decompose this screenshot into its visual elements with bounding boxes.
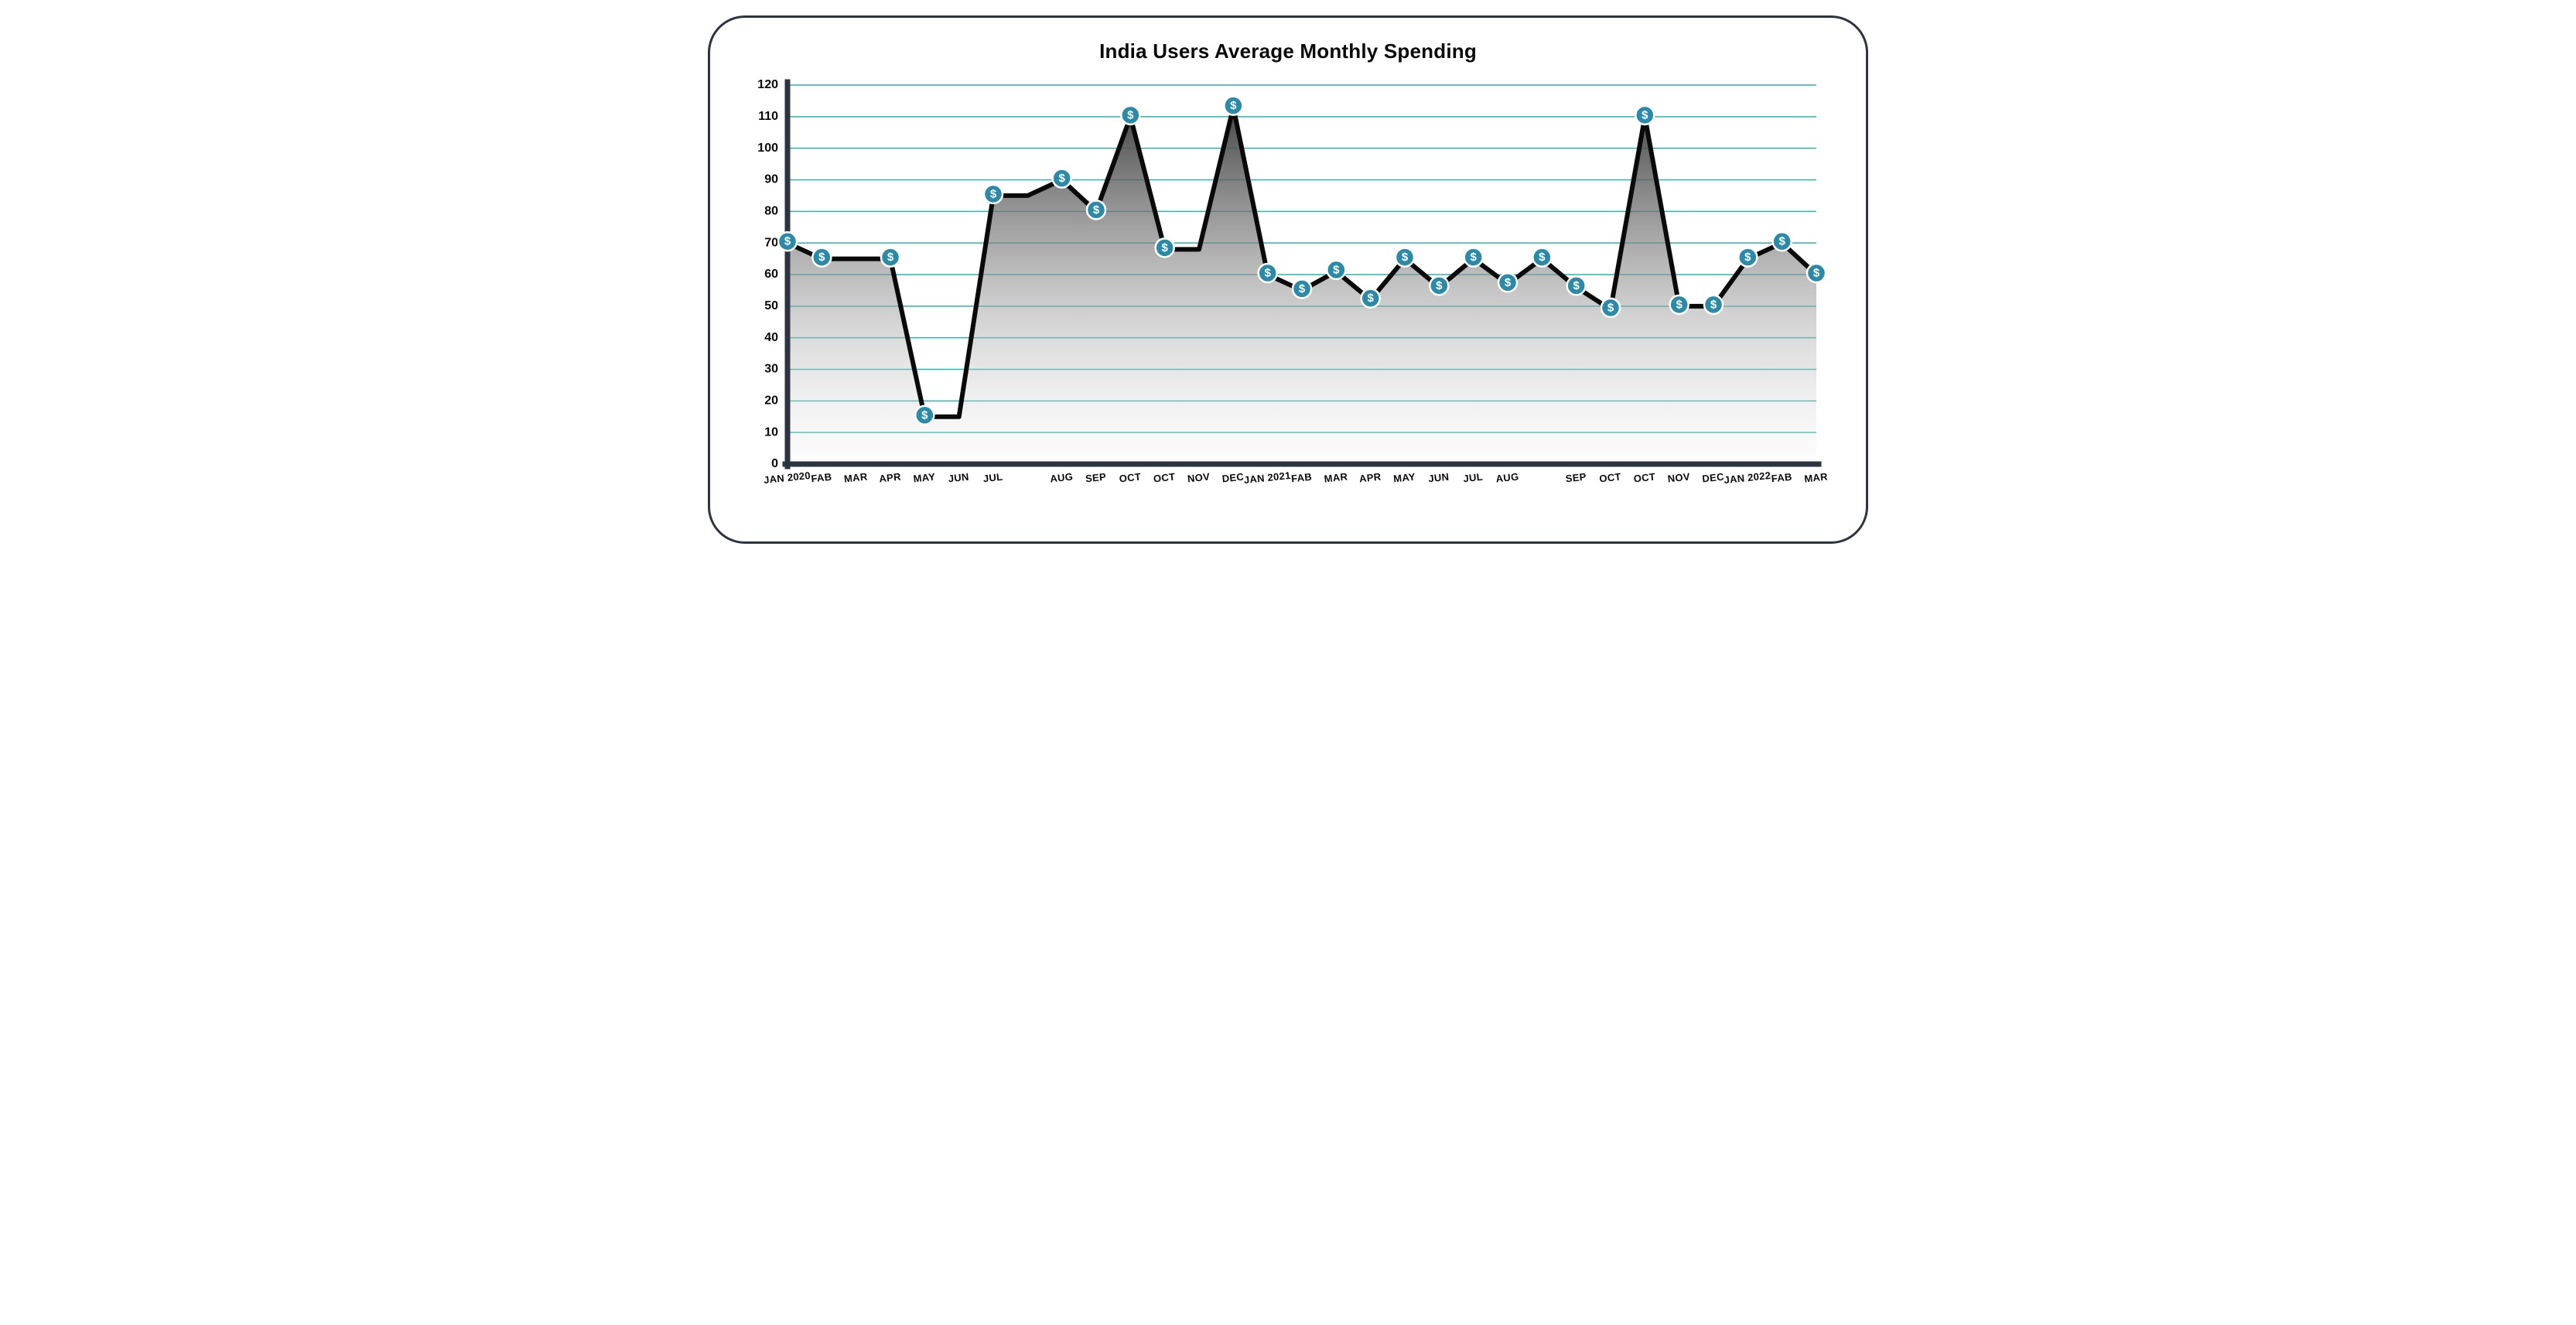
area-line-chart: 0 10 20 30 40 50 60 70 80 90 100 110 120 $ $ $ $ $ $ $ $ $ $ $ $…: [733, 77, 1832, 511]
svg-text:10: 10: [764, 425, 778, 439]
svg-text:50: 50: [764, 299, 778, 312]
svg-text:FAB: FAB: [811, 471, 832, 485]
svg-text:$: $: [1333, 263, 1340, 276]
svg-text:MAR: MAR: [1324, 470, 1348, 484]
svg-text:MAY: MAY: [913, 471, 936, 485]
chart-plot: 0 10 20 30 40 50 60 70 80 90 100 110 120 $ $ $ $ $ $ $ $ $ $ $ $…: [733, 77, 1843, 511]
svg-text:$: $: [1676, 298, 1683, 311]
svg-text:NOV: NOV: [1667, 471, 1691, 485]
svg-text:110: 110: [758, 110, 778, 123]
svg-text:$: $: [1573, 279, 1580, 292]
svg-text:JAN 2022: JAN 2022: [1724, 470, 1771, 486]
svg-text:FAB: FAB: [1290, 471, 1312, 485]
svg-text:60: 60: [764, 268, 778, 281]
svg-text:SEP: SEP: [1565, 471, 1587, 485]
svg-text:80: 80: [764, 205, 778, 218]
svg-text:$: $: [1264, 267, 1271, 280]
svg-text:MAR: MAR: [1804, 470, 1829, 484]
svg-text:OCT: OCT: [1153, 471, 1176, 485]
svg-text:APR: APR: [879, 471, 902, 485]
svg-text:$: $: [1642, 108, 1648, 121]
svg-text:$: $: [1607, 301, 1614, 314]
svg-text:$: $: [1161, 241, 1168, 254]
svg-text:$: $: [887, 251, 894, 264]
svg-text:MAY: MAY: [1393, 471, 1416, 485]
chart-card: India Users Average Monthly Spending 0 10…: [708, 15, 1868, 544]
svg-text:30: 30: [764, 363, 778, 376]
svg-text:$: $: [1710, 298, 1717, 311]
svg-text:$: $: [784, 235, 791, 248]
svg-text:$: $: [1539, 251, 1546, 264]
svg-text:$: $: [1299, 282, 1306, 295]
svg-text:$: $: [1230, 99, 1237, 112]
svg-text:$: $: [1505, 276, 1512, 289]
svg-text:DEC: DEC: [1221, 471, 1245, 485]
svg-text:JUN: JUN: [1428, 471, 1450, 485]
svg-text:JUL: JUL: [1463, 471, 1484, 485]
svg-text:JUL: JUL: [982, 471, 1003, 485]
svg-text:$: $: [1093, 203, 1100, 217]
svg-text:OCT: OCT: [1119, 471, 1142, 485]
svg-text:0: 0: [771, 457, 778, 470]
svg-text:OCT: OCT: [1633, 471, 1656, 485]
svg-text:$: $: [990, 187, 997, 200]
svg-text:120: 120: [757, 78, 778, 91]
svg-text:$: $: [1402, 251, 1409, 264]
svg-text:100: 100: [757, 142, 778, 155]
svg-text:MAR: MAR: [843, 470, 868, 484]
svg-text:$: $: [921, 408, 928, 422]
svg-text:JAN 2020: JAN 2020: [763, 470, 811, 486]
svg-text:JUN: JUN: [948, 471, 969, 485]
svg-text:OCT: OCT: [1599, 471, 1622, 485]
chart-title: India Users Average Monthly Spending: [733, 39, 1843, 63]
svg-text:APR: APR: [1358, 471, 1382, 485]
svg-text:$: $: [1436, 279, 1443, 292]
svg-text:70: 70: [764, 236, 778, 249]
svg-text:$: $: [1813, 267, 1820, 280]
svg-text:20: 20: [764, 394, 778, 408]
svg-text:$: $: [1744, 251, 1751, 264]
svg-text:$: $: [818, 251, 825, 264]
svg-text:90: 90: [764, 173, 778, 186]
svg-text:FAB: FAB: [1771, 471, 1792, 485]
svg-text:$: $: [1778, 235, 1785, 248]
svg-text:AUG: AUG: [1495, 471, 1519, 485]
svg-text:40: 40: [764, 331, 778, 344]
svg-text:$: $: [1470, 251, 1477, 264]
svg-text:SEP: SEP: [1085, 471, 1106, 485]
svg-text:$: $: [1127, 108, 1134, 121]
svg-text:JAN 2021: JAN 2021: [1243, 470, 1291, 486]
svg-text:$: $: [1367, 292, 1374, 305]
svg-text:NOV: NOV: [1187, 471, 1211, 485]
svg-text:DEC: DEC: [1702, 471, 1725, 485]
svg-text:AUG: AUG: [1050, 471, 1074, 485]
svg-text:$: $: [1058, 172, 1065, 185]
